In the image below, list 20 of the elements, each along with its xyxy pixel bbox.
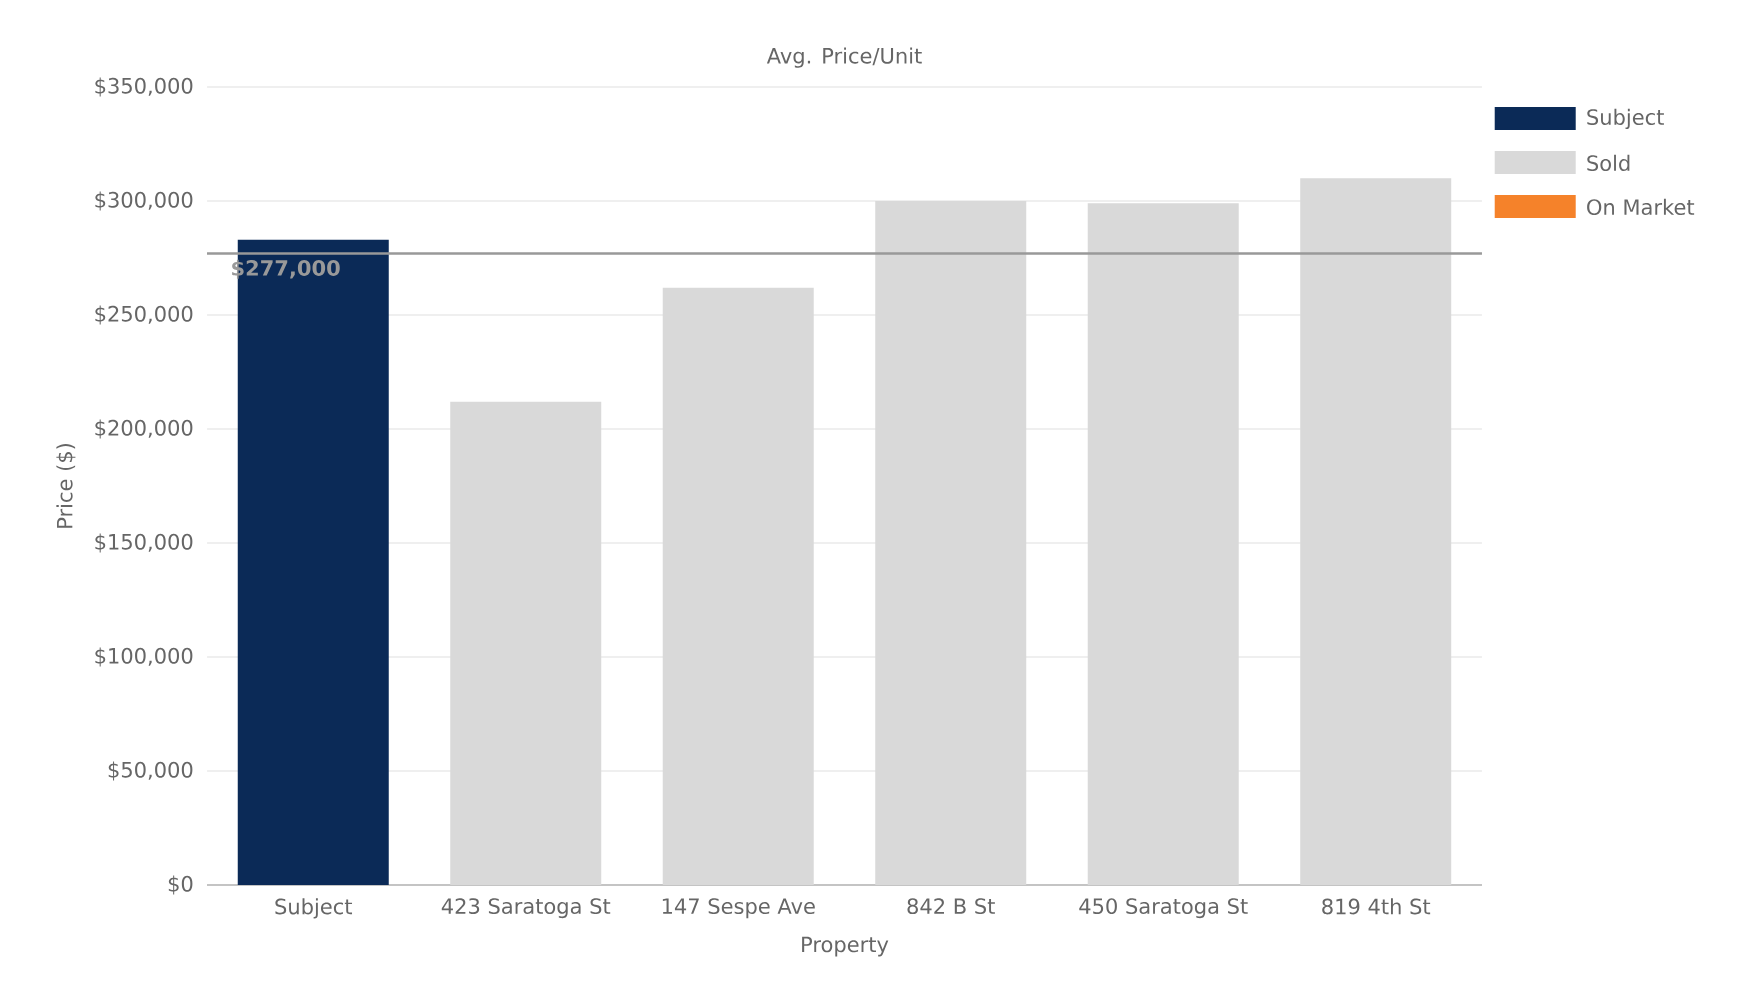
x-tick-label: Subject <box>275 898 353 919</box>
y-tick-label: $350,000 <box>95 77 193 97</box>
y-tick-label: $150,000 <box>95 533 193 553</box>
x-tick-label: 423 Saratoga St <box>441 898 611 919</box>
y-tick-label: $100,000 <box>95 647 193 667</box>
chart-title: Avg. Price/Unit <box>766 47 922 68</box>
y-tick-label: $250,000 <box>95 305 193 325</box>
x-tick-label: 147 Sespe Ave <box>662 898 815 919</box>
y-axis-title: Price ($) <box>56 443 76 528</box>
legend-label: Subject <box>1587 108 1664 130</box>
y-tick-label: $300,000 <box>95 191 193 211</box>
y-tick-label: $50,000 <box>108 761 193 781</box>
x-axis-title: Property <box>802 936 889 957</box>
x-tick-label: 819 4th St <box>1322 898 1431 915</box>
y-tick-label: $200,000 <box>95 419 193 439</box>
x-tick-label: 450 Saratoga St <box>1079 898 1248 919</box>
legend-label: On Market <box>1587 198 1695 216</box>
y-tick-label: $0 <box>168 875 193 895</box>
legend-label: Sold <box>1587 154 1630 172</box>
x-tick-label: 842 B St <box>907 898 995 915</box>
